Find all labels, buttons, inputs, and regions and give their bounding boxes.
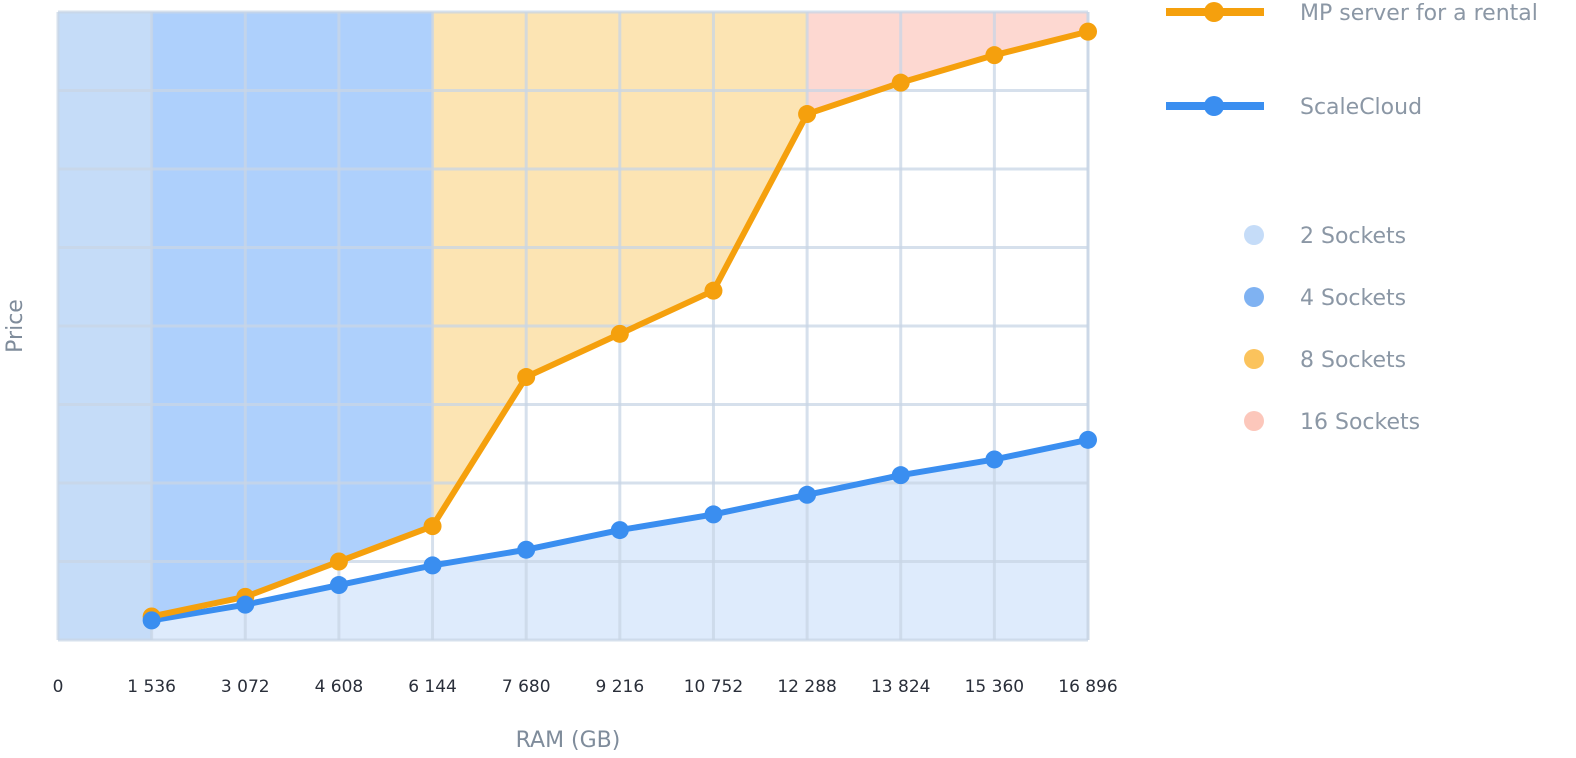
data-point-mp-server-for-a-rental — [610, 324, 629, 343]
area-between-series — [151, 31, 1089, 621]
x-tick-label: 4 608 — [315, 677, 364, 697]
data-point-mp-server-for-a-rental — [517, 368, 536, 387]
data-point-mp-server-for-a-rental — [985, 46, 1004, 65]
legend-label: 2 Sockets — [1300, 224, 1406, 249]
x-tick-label: 15 360 — [965, 677, 1024, 697]
x-tick-label: 13 824 — [871, 677, 930, 697]
data-point-mp-server-for-a-rental — [1079, 22, 1097, 41]
legend-label: 8 Sockets — [1300, 348, 1406, 373]
legend-dot — [1244, 225, 1264, 245]
data-point-scalecloud — [329, 576, 348, 595]
x-tick-label: 10 752 — [684, 677, 743, 697]
x-tick-labels: 0 1 536 3 072 4 608 6 144 7 680 9 216 10 752 12 … — [53, 677, 1118, 697]
data-point-scalecloud — [142, 611, 161, 630]
legend-label: 4 Sockets — [1300, 286, 1406, 311]
legend-dot — [1244, 349, 1264, 369]
data-point-scalecloud — [985, 450, 1004, 469]
x-tick-label: 9 216 — [595, 677, 644, 697]
x-tick-label: 3 072 — [221, 677, 270, 697]
data-point-mp-server-for-a-rental — [704, 281, 723, 300]
x-tick-label: 0 — [53, 677, 64, 697]
legend-marker — [1204, 2, 1224, 22]
data-point-scalecloud — [517, 540, 536, 559]
y-axis-title: Price — [3, 299, 28, 353]
legend-dot — [1244, 287, 1264, 307]
legend-label: ScaleCloud — [1300, 95, 1422, 120]
data-point-scalecloud — [798, 485, 817, 504]
data-point-scalecloud — [423, 556, 442, 575]
legend-label: MP server for a rental — [1300, 1, 1538, 26]
legend: MP server for a rental ScaleCloud 2 Socket… — [1166, 1, 1538, 435]
data-point-mp-server-for-a-rental — [891, 73, 910, 92]
x-tick-label: 6 144 — [408, 677, 457, 697]
x-axis-title: RAM (GB) — [516, 728, 621, 753]
data-point-scalecloud — [610, 521, 629, 540]
data-point-scalecloud — [236, 595, 255, 614]
x-tick-label: 16 896 — [1058, 677, 1117, 697]
data-point-scalecloud — [891, 466, 910, 485]
data-point-scalecloud — [704, 505, 723, 524]
x-tick-label: 12 288 — [777, 677, 836, 697]
legend-dot — [1244, 411, 1264, 431]
x-tick-label: 1 536 — [127, 677, 176, 697]
data-point-mp-server-for-a-rental — [423, 517, 442, 536]
data-point-mp-server-for-a-rental — [329, 552, 348, 571]
series-points — [142, 22, 1097, 630]
grid — [56, 10, 1090, 642]
data-point-scalecloud — [1079, 430, 1097, 449]
legend-label: 16 Sockets — [1300, 410, 1420, 435]
x-tick-label: 7 680 — [502, 677, 551, 697]
data-point-mp-server-for-a-rental — [798, 105, 817, 124]
legend-marker — [1204, 96, 1224, 116]
